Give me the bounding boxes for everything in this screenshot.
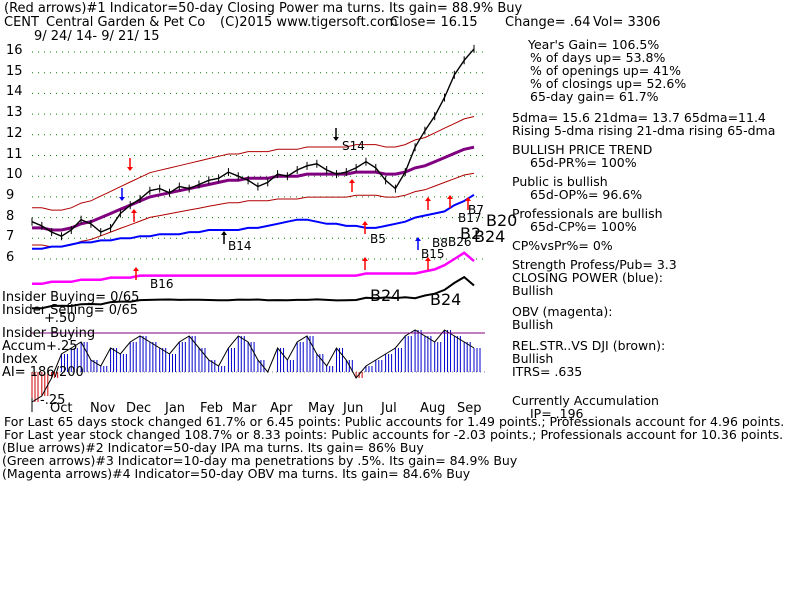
ticker-symbol: CENT bbox=[4, 16, 39, 29]
red-arrow-head bbox=[131, 209, 137, 213]
closing-power-line bbox=[32, 195, 474, 249]
obv-value: Bullish bbox=[512, 318, 775, 331]
y-tick-label: 9 bbox=[6, 188, 14, 203]
copyright: (C)2015 www.tigersoft.com bbox=[220, 16, 398, 29]
price-trend-value: 65d-PR%= 100% bbox=[512, 156, 775, 169]
footer-line-5: (Magenta arrows)#4 Indicator=50-day OBV … bbox=[2, 467, 470, 480]
signal-b14: B14 bbox=[228, 239, 252, 253]
price-line bbox=[32, 45, 474, 240]
professionals-value: 65d-CP%= 100% bbox=[512, 220, 775, 233]
ma65-line bbox=[32, 147, 474, 230]
black-arrow-head bbox=[333, 137, 339, 141]
y-tick-label: 11 bbox=[6, 147, 23, 162]
y-tick-label: 16 bbox=[6, 43, 23, 58]
closing-power-series bbox=[32, 195, 474, 249]
accum-ma bbox=[32, 330, 474, 402]
indicator1-title: (Red arrows)#1 Indicator=50-day Closing … bbox=[4, 2, 522, 15]
signal-b24-b: B24 bbox=[370, 286, 401, 305]
signal-b24-c: B24 bbox=[430, 290, 461, 309]
obv-line bbox=[32, 253, 474, 284]
red-arrow-head bbox=[133, 267, 139, 271]
accum-yneg25: -.25 bbox=[40, 394, 65, 407]
obv-series bbox=[32, 253, 474, 284]
signal-b17: B17 bbox=[458, 211, 482, 225]
cp-vs-pr: CP%vsPr%= 0% bbox=[512, 239, 775, 252]
day65-gain: 65-day gain= 61.7% bbox=[512, 90, 775, 103]
y-tick-label: 13 bbox=[6, 105, 23, 120]
itrs-value: ITRS= .635 bbox=[512, 365, 775, 378]
right-stats-panel: Year's Gain= 106.5% % of days up= 53.8% … bbox=[512, 38, 775, 420]
close-value: Close= 16.15 bbox=[390, 16, 478, 29]
accum-y25: +.25 bbox=[46, 340, 78, 353]
red-arrow-head bbox=[425, 197, 431, 201]
signal-arrows bbox=[119, 128, 471, 280]
change-value: Change= .64 bbox=[505, 16, 590, 29]
ai-score: AI= 186/200 bbox=[2, 366, 84, 379]
y-tick-label: 12 bbox=[6, 126, 23, 141]
signal-b24-a: B24 bbox=[474, 227, 505, 246]
accum-index-bars bbox=[32, 330, 485, 402]
red-arrow-head bbox=[362, 221, 368, 225]
blue-arrow-head bbox=[119, 197, 125, 201]
signal-b8: B8 bbox=[432, 236, 448, 250]
upper-band bbox=[32, 117, 474, 211]
lower-band bbox=[32, 173, 474, 247]
signal-b16: B16 bbox=[150, 277, 174, 291]
company-name: Central Garden & Pet Co bbox=[46, 16, 205, 29]
price-series bbox=[32, 49, 474, 236]
accum-y50: +.50 bbox=[44, 312, 76, 325]
y-tick-label: 15 bbox=[6, 64, 23, 79]
y-tick-label: 8 bbox=[6, 209, 14, 224]
y-tick-label: 14 bbox=[6, 84, 23, 99]
red-arrow-head bbox=[127, 167, 133, 171]
closing-power-value: Bullish bbox=[512, 284, 775, 297]
date-range: 9/ 24/ 14- 9/ 21/ 15 bbox=[34, 30, 160, 43]
public-value: 65d-OP%= 96.6% bbox=[512, 188, 775, 201]
blue-arrow-head bbox=[415, 237, 421, 241]
black-arrow-head bbox=[221, 231, 227, 235]
volume-value: Vol= 3306 bbox=[593, 16, 661, 29]
y-tick-label: 10 bbox=[6, 167, 23, 182]
signal-b5: B5 bbox=[370, 232, 386, 246]
red-arrow-head bbox=[349, 179, 355, 183]
ma65-series bbox=[32, 147, 474, 230]
signal-s14: S14 bbox=[342, 139, 365, 153]
rising-dma: Rising 5-dma rising 21-dma rising 65-dma bbox=[512, 124, 775, 137]
y-tick-label: 6 bbox=[6, 250, 14, 265]
y-tick-label: 7 bbox=[6, 229, 14, 244]
